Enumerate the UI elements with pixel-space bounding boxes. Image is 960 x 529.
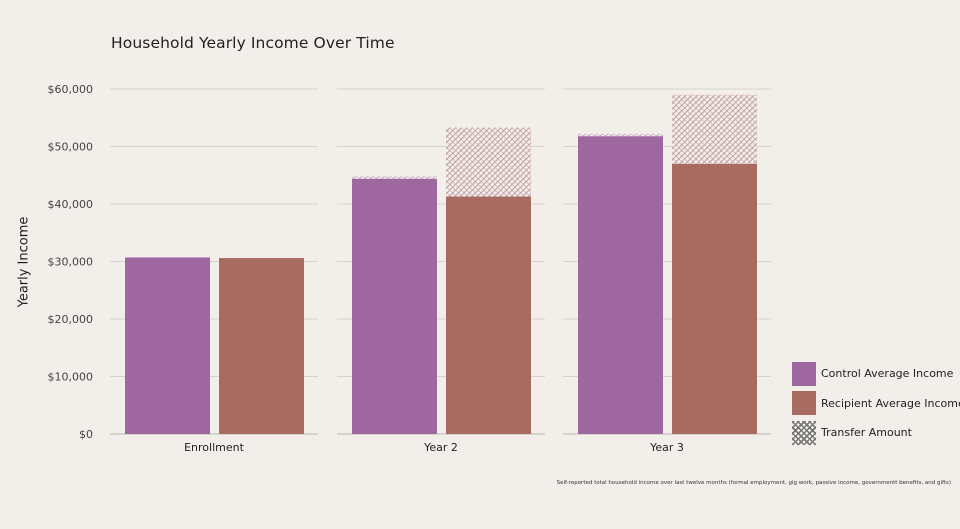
y-tick-label: $50,000	[48, 141, 94, 154]
y-tick-label: $60,000	[48, 83, 94, 96]
legend: Control Average Income Recipient Average…	[792, 361, 960, 450]
x-category-label: Year 3	[649, 441, 684, 454]
bar-control	[125, 257, 210, 434]
x-category-label: Year 2	[423, 441, 458, 454]
legend-item-control: Control Average Income	[792, 361, 960, 386]
legend-item-recipient: Recipient Average Income	[792, 391, 960, 416]
bar-transfer-amount	[578, 133, 663, 137]
bar-recipient	[219, 258, 304, 434]
legend-label-recipient: Recipient Average Income	[821, 396, 960, 410]
legend-item-transfer: Transfer Amount	[792, 420, 960, 445]
bar-transfer-amount	[672, 94, 757, 164]
bar-control	[352, 178, 437, 434]
y-tick-label: $40,000	[48, 198, 94, 211]
legend-label-control: Control Average Income	[821, 367, 954, 380]
legend-swatch-transfer	[792, 420, 816, 445]
bar-recipient	[446, 196, 531, 434]
legend-swatch-recipient	[792, 391, 816, 415]
bar-transfer-amount	[446, 127, 531, 197]
chart-title: Household Yearly Income Over Time	[111, 34, 395, 52]
legend-swatch-control	[792, 361, 816, 386]
y-tick-label: $20,000	[48, 313, 94, 326]
x-category-label: Enrollment	[184, 441, 244, 454]
legend-label-transfer: Transfer Amount	[821, 426, 912, 439]
bar-transfer-amount	[352, 176, 437, 179]
y-tick-label: $30,000	[48, 256, 94, 269]
y-tick-label: $0	[79, 428, 93, 441]
footnote: Self-reported total household income ove…	[556, 480, 951, 486]
y-tick-label: $10,000	[48, 371, 94, 384]
bar-recipient	[672, 163, 757, 434]
bar-control	[578, 136, 663, 434]
